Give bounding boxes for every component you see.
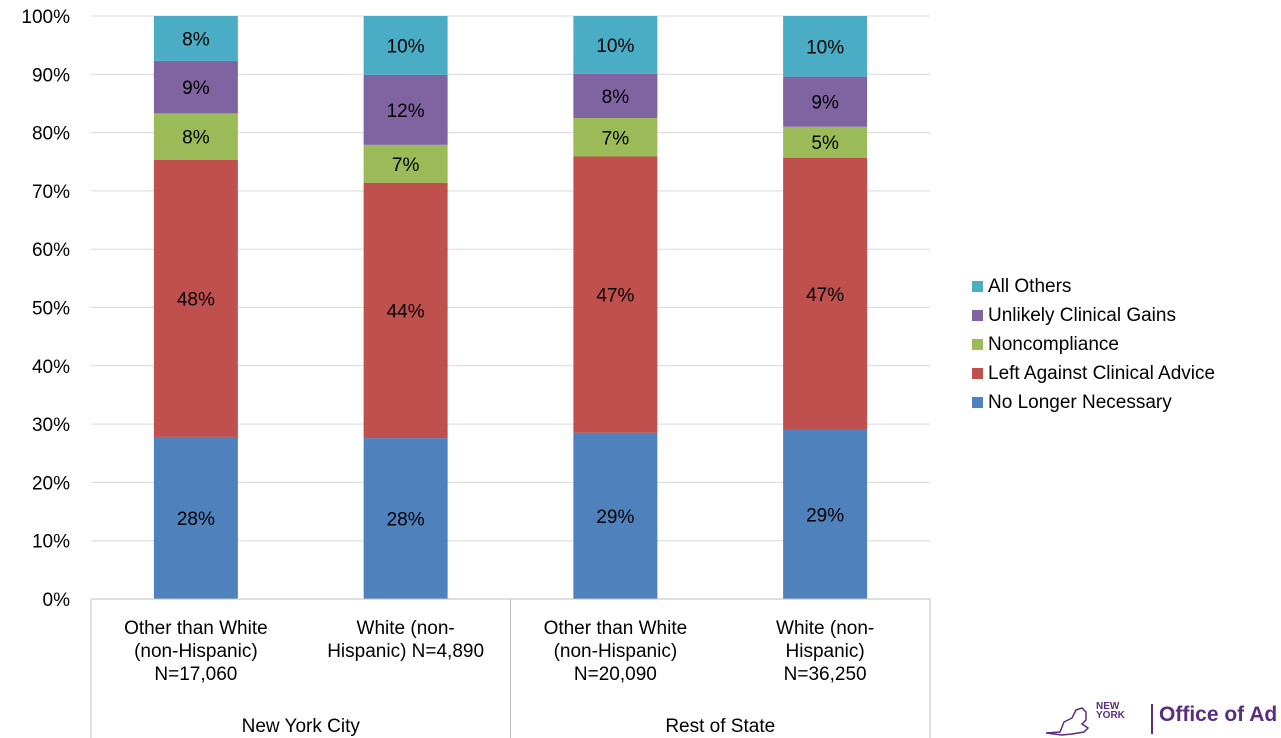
data-label: 28% bbox=[387, 510, 425, 531]
x-tick-label-line: N=36,250 bbox=[784, 664, 867, 685]
y-tick-label: 30% bbox=[32, 415, 70, 436]
data-label: 8% bbox=[182, 128, 210, 149]
bar-segment bbox=[783, 126, 868, 158]
legend-label: All Others bbox=[988, 275, 1072, 297]
bar-segment bbox=[573, 16, 658, 74]
logo-state-word: NEW YORK bbox=[1096, 702, 1125, 721]
x-tick-label: Other than White (non-Hispanic) N=20,090 bbox=[544, 618, 688, 685]
bar-segment bbox=[573, 118, 658, 157]
x-axis: Other than White (non-Hispanic) N=17,060Wh… bbox=[90, 598, 931, 738]
nys-logo: NEW YORK Office of Ad bbox=[1042, 702, 1281, 738]
y-tick-label: 0% bbox=[43, 590, 71, 611]
y-tick-label: 50% bbox=[32, 299, 70, 320]
data-label: 44% bbox=[387, 301, 425, 322]
bar-segment bbox=[783, 76, 868, 127]
data-labels: 28% 48% 8% 9% 8% 28% 44% 7% 12% 10% 29% 47% 7% 8% 10% 2… bbox=[177, 29, 844, 530]
x-tick-label-line: White (non- bbox=[776, 618, 874, 639]
bar-segment bbox=[363, 438, 448, 599]
x-tick-label-line: (non-Hispanic) bbox=[134, 641, 258, 662]
legend-label: Left Against Clinical Advice bbox=[988, 362, 1216, 384]
data-label: 9% bbox=[811, 93, 839, 114]
y-tick-label: 70% bbox=[32, 182, 70, 203]
legend-item: Left Against Clinical Advice bbox=[972, 359, 1215, 388]
x-tick-label-line: Hispanic) N=4,890 bbox=[327, 641, 484, 662]
bar-segment bbox=[363, 144, 448, 183]
bar-segment bbox=[153, 436, 238, 599]
data-label: 9% bbox=[182, 78, 210, 99]
legend-swatch bbox=[972, 339, 983, 350]
x-tick-label-line: Hispanic) bbox=[786, 641, 865, 662]
data-label: 47% bbox=[806, 285, 844, 306]
bar-segment bbox=[363, 74, 448, 145]
data-label: 8% bbox=[602, 87, 630, 108]
y-tick-label: 80% bbox=[32, 124, 70, 145]
y-tick-label: 20% bbox=[32, 473, 70, 494]
bar-segment bbox=[783, 157, 868, 430]
legend-item: Noncompliance bbox=[972, 330, 1215, 359]
data-label: 7% bbox=[392, 155, 420, 176]
legend-item: No Longer Necessary bbox=[972, 388, 1215, 417]
data-label: 29% bbox=[596, 507, 634, 528]
y-tick-label: 40% bbox=[32, 357, 70, 378]
bar-segment bbox=[363, 16, 448, 75]
y-tick-label: 10% bbox=[32, 532, 70, 553]
x-tick-label-line: N=20,090 bbox=[574, 664, 657, 685]
x-tick-label-line: White (non- bbox=[357, 618, 455, 639]
bar-segment bbox=[153, 60, 238, 114]
x-tick-label-line: N=17,060 bbox=[154, 664, 237, 685]
data-label: 47% bbox=[596, 286, 634, 307]
logo-divider bbox=[1151, 704, 1153, 734]
legend-item: Unlikely Clinical Gains bbox=[972, 301, 1215, 330]
bar-segment bbox=[363, 182, 448, 439]
data-label: 10% bbox=[806, 37, 844, 58]
legend-swatch bbox=[972, 310, 983, 321]
legend-swatch bbox=[972, 368, 983, 379]
bar-segment bbox=[573, 156, 658, 433]
y-tick-label: 100% bbox=[21, 7, 70, 28]
x-tick-label-line: Other than White bbox=[544, 618, 688, 639]
x-tick-label-line: Other than White bbox=[124, 618, 268, 639]
legend-label: Noncompliance bbox=[988, 333, 1119, 355]
legend: All Others Unlikely Clinical Gains Noncomp… bbox=[972, 272, 1215, 417]
bar-segment bbox=[573, 432, 658, 599]
data-label: 28% bbox=[177, 509, 215, 530]
bar-segment bbox=[573, 73, 658, 119]
legend-label: No Longer Necessary bbox=[988, 391, 1172, 413]
data-label: 12% bbox=[387, 101, 425, 122]
legend-item: All Others bbox=[972, 272, 1215, 301]
bar-segment bbox=[783, 429, 868, 599]
y-axis: 0% 10% 20% 30% 40% 50% 60% 70% 80% 90% 100% bbox=[21, 7, 70, 611]
x-tick-label: White (non-Hispanic) N=36,250 bbox=[776, 618, 874, 685]
data-label: 29% bbox=[806, 505, 844, 526]
logo-office-text: Office of Ad bbox=[1159, 703, 1278, 726]
x-tick-label-line: (non-Hispanic) bbox=[554, 641, 678, 662]
x-tick-label: Other than White (non-Hispanic) N=17,060 bbox=[124, 618, 268, 685]
data-label: 48% bbox=[177, 289, 215, 310]
new-york-state-outline-icon bbox=[1045, 707, 1090, 736]
x-group-label: Rest of State bbox=[665, 716, 775, 737]
x-group-label: New York City bbox=[242, 716, 361, 737]
bar-segment bbox=[153, 113, 238, 161]
data-label: 10% bbox=[596, 36, 634, 57]
bars bbox=[153, 16, 868, 599]
bar-segment bbox=[153, 16, 238, 61]
y-tick-label: 90% bbox=[32, 65, 70, 86]
data-label: 8% bbox=[182, 29, 210, 50]
legend-swatch bbox=[972, 281, 983, 292]
y-tick-label: 60% bbox=[32, 240, 70, 261]
x-tick-label: White (non-Hispanic) N=4,890 bbox=[327, 618, 484, 662]
legend-label: Unlikely Clinical Gains bbox=[988, 304, 1176, 326]
data-label: 7% bbox=[602, 128, 630, 149]
legend-swatch bbox=[972, 397, 983, 408]
bar-segment bbox=[153, 160, 238, 437]
bar-segment bbox=[783, 16, 868, 77]
data-label: 10% bbox=[387, 36, 425, 57]
data-label: 5% bbox=[811, 133, 839, 154]
